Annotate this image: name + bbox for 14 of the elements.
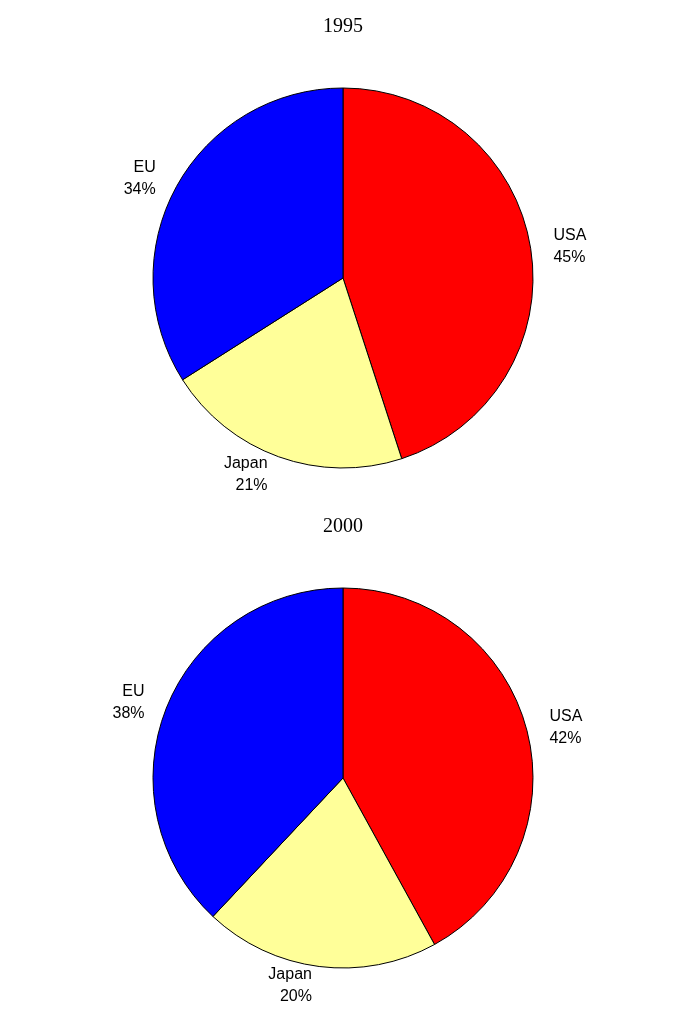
slice-label: Japan	[268, 964, 312, 982]
data-label: 21%	[235, 476, 268, 494]
data-label: 38%	[112, 703, 145, 721]
chart-title: 1995	[323, 14, 363, 36]
slice-label: EU	[122, 681, 145, 699]
data-label: 45%	[553, 247, 586, 265]
slice-label: USA	[549, 706, 583, 724]
chart-title: 2000	[323, 514, 363, 536]
data-label: 34%	[123, 180, 156, 198]
data-label: 20%	[279, 986, 312, 1004]
slice-label: Japan	[223, 454, 268, 472]
slice-label: EU	[133, 158, 156, 176]
data-label: 42%	[549, 728, 582, 746]
slice-label: USA	[553, 225, 587, 243]
